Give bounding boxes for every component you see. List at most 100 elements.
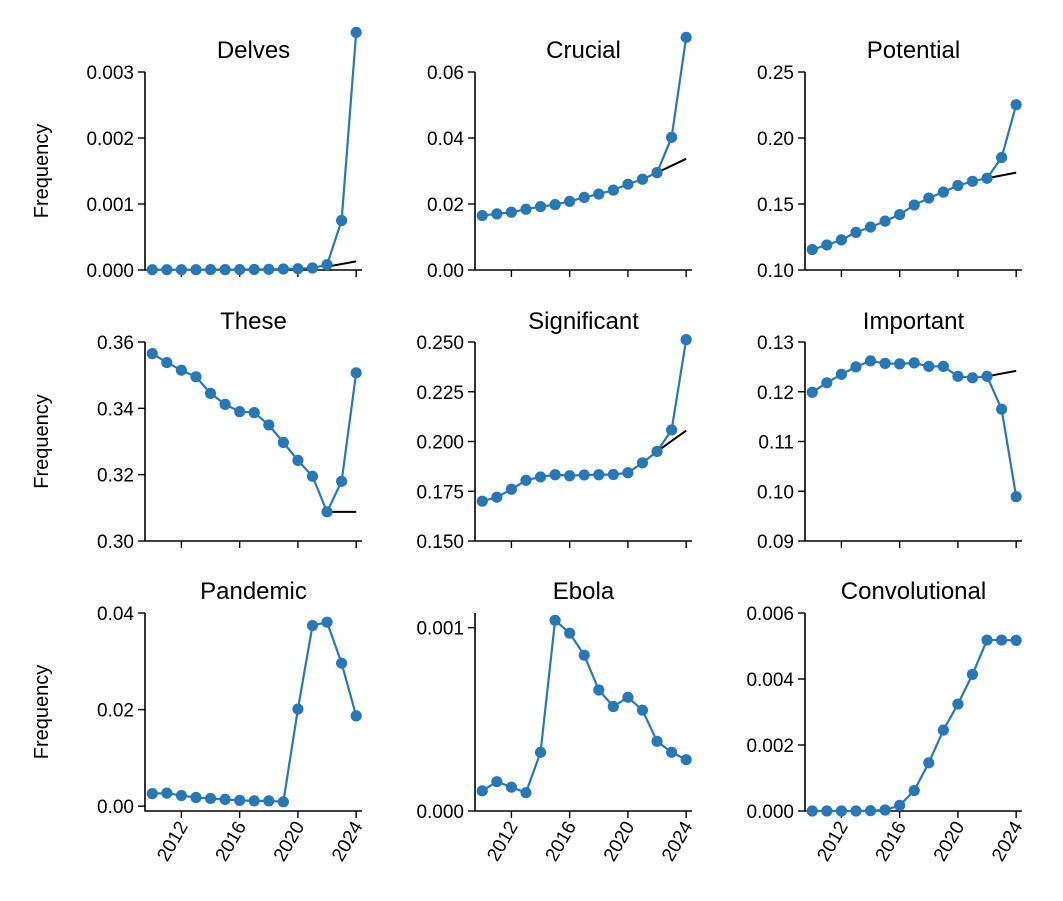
data-point	[277, 436, 289, 449]
data-point	[248, 263, 260, 276]
data-point	[850, 361, 862, 373]
data-point	[636, 457, 649, 469]
panel-important: Important 0.09 0.10 0.11 0.12 0.13	[757, 308, 1022, 553]
data-point	[146, 788, 158, 800]
data-point	[894, 799, 906, 811]
data-point	[806, 386, 818, 398]
data-point	[937, 360, 949, 372]
data-point	[476, 209, 488, 222]
data-point	[505, 483, 518, 495]
data-point	[263, 263, 275, 275]
data-point	[277, 796, 289, 808]
y-tick-label: 0.13	[757, 333, 794, 354]
data-point	[607, 184, 619, 196]
data-point	[292, 263, 304, 275]
x-tick-label: 2024	[988, 818, 1028, 865]
y-tick-label: 0.32	[97, 466, 134, 487]
data-point	[234, 263, 246, 276]
data-point	[476, 495, 488, 507]
y-tick-label: 0.12	[757, 383, 794, 404]
data-point	[879, 357, 891, 369]
y-tick-label: 0.001	[86, 195, 134, 216]
data-point	[534, 471, 547, 483]
panel-title: Potential	[867, 37, 960, 64]
series-line	[152, 32, 358, 271]
data-point	[593, 684, 605, 696]
data-point	[1010, 491, 1022, 503]
data-point	[966, 175, 979, 187]
data-point	[350, 367, 362, 379]
data-point	[321, 506, 333, 518]
data-point	[219, 793, 231, 806]
y-tick-label: 0.001	[416, 619, 464, 640]
data-point	[564, 470, 576, 482]
data-point	[593, 469, 605, 481]
panel-title: Significant	[528, 308, 639, 335]
panel-title: These	[220, 308, 287, 335]
y-tick-label: 0.10	[757, 482, 794, 503]
data-point	[894, 208, 906, 221]
data-point	[476, 785, 488, 797]
data-point	[923, 757, 935, 769]
data-point	[190, 264, 202, 276]
data-point	[277, 263, 289, 275]
data-point	[850, 805, 862, 817]
data-point	[564, 195, 576, 207]
y-tick-label: 0.150	[416, 532, 464, 553]
data-point	[651, 445, 663, 458]
data-point	[234, 406, 246, 418]
y-tick-label: 0.003	[86, 63, 134, 84]
y-tick-label: 0.34	[97, 399, 134, 420]
panel-delves: Delves Frequency 0.000 0.001 0.002 0.003	[31, 26, 362, 282]
data-point	[680, 334, 692, 346]
data-point	[146, 264, 158, 276]
y-tick-label: 0.000	[416, 802, 464, 823]
data-point	[908, 357, 920, 369]
data-point	[161, 787, 173, 799]
data-point	[1010, 634, 1022, 646]
data-point	[190, 791, 202, 804]
y-tick-label: 0.06	[427, 63, 464, 84]
data-point	[680, 754, 692, 766]
panel-potential: Potential 0.10 0.15 0.20 0.25	[757, 37, 1022, 282]
data-point	[491, 491, 503, 503]
data-point	[336, 214, 348, 227]
data-point	[952, 179, 964, 192]
data-point	[306, 262, 319, 274]
data-point	[981, 172, 993, 184]
y-tick-label: 0.225	[416, 383, 464, 404]
data-point	[864, 805, 877, 817]
panel-title: Important	[863, 308, 965, 335]
data-point	[520, 474, 532, 486]
data-point	[850, 226, 862, 238]
data-point	[336, 475, 348, 487]
data-point	[219, 264, 231, 276]
data-point	[981, 634, 993, 646]
data-point	[622, 467, 634, 479]
panel-convolutional: Convolutional 0.000 0.002 0.004 0.006 2012 201…	[746, 578, 1027, 865]
data-point	[1010, 99, 1022, 111]
x-tick-label: 2020	[600, 818, 639, 865]
trend-line	[656, 429, 687, 453]
data-point	[937, 186, 949, 198]
data-point	[549, 614, 561, 626]
data-point	[175, 264, 188, 276]
y-tick-label: 0.25	[757, 63, 794, 84]
x-tick-label: 2016	[212, 818, 251, 865]
data-point	[666, 424, 678, 436]
data-point	[146, 348, 158, 360]
data-point	[879, 804, 891, 816]
data-point	[908, 784, 920, 797]
panel-title: Convolutional	[841, 578, 986, 605]
data-point	[666, 746, 678, 758]
data-point	[204, 387, 217, 400]
x-tick-label: 2016	[542, 818, 581, 865]
y-axis-label: Frequency	[31, 394, 53, 489]
data-point	[204, 264, 217, 276]
data-point	[908, 199, 920, 211]
y-tick-label: 0.09	[757, 532, 794, 553]
data-point	[923, 360, 935, 372]
data-point	[622, 691, 634, 703]
data-point	[821, 377, 833, 389]
